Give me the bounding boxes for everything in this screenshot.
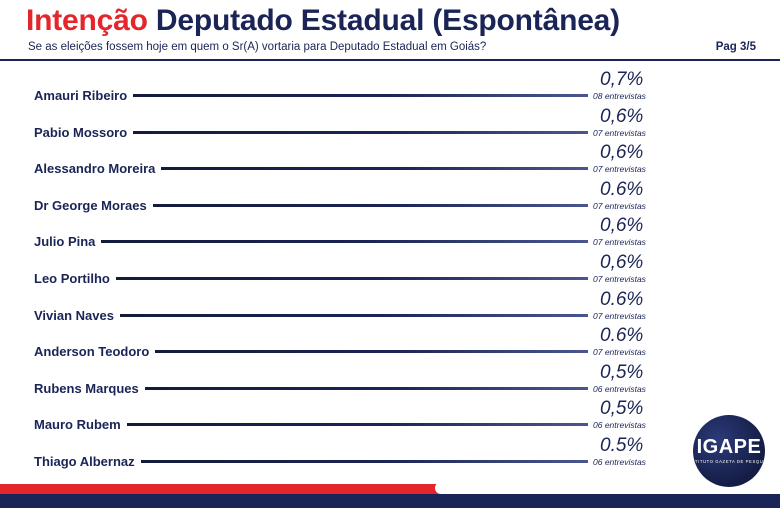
chart-row: Dr George Moraes 0.6% 07 entrevistas bbox=[0, 178, 780, 213]
leader-line bbox=[145, 386, 588, 390]
candidate-name: Alessandro Moreira bbox=[34, 162, 160, 177]
count-label: 07 entrevistas bbox=[593, 127, 646, 138]
candidate-name: Leo Portilho bbox=[34, 272, 114, 286]
value-label: 0.6% bbox=[600, 178, 644, 200]
value-label: 0,6% bbox=[600, 142, 644, 164]
chart-row: Rubens Marques 0,5% 06 entrevistas bbox=[0, 361, 780, 396]
leader-line bbox=[133, 130, 588, 134]
chart-row: Leo Portilho 0,6% 07 entrevistas bbox=[0, 252, 780, 286]
candidate-name: Vivian Naves bbox=[34, 308, 118, 323]
leader-line bbox=[116, 277, 588, 280]
value-label: 0.5% bbox=[600, 435, 644, 456]
value-label: 0.6% bbox=[600, 288, 644, 310]
candidate-name: Amauri Ribeiro bbox=[34, 89, 132, 103]
candidate-name: Anderson Teodoro bbox=[34, 345, 154, 360]
logo-text: IGAPE bbox=[696, 436, 762, 458]
count-label: 08 entrevistas bbox=[593, 91, 646, 101]
candidate-name: Mauro Rubem bbox=[34, 418, 125, 433]
count-label: 07 entrevistas bbox=[593, 274, 646, 284]
leader-line bbox=[141, 460, 588, 463]
title-part2: Deputado Estadual (Espontânea) bbox=[155, 4, 620, 37]
candidate-name: Dr George Moraes bbox=[34, 198, 151, 213]
chart-row: Mauro Rubem 0,5% 06 entrevistas bbox=[0, 398, 780, 433]
chart-row: Anderson Teodoro 0.6% 07 entrevistas bbox=[0, 325, 780, 360]
leader-line bbox=[133, 94, 588, 97]
title-part1: Intenção bbox=[26, 4, 148, 37]
igape-logo: IGAPE INSTITUTO GAZETA DE PESQUISA bbox=[686, 415, 771, 487]
candidate-name: Julio Pina bbox=[34, 235, 100, 250]
count-label: 07 entrevistas bbox=[593, 310, 646, 321]
count-label: 06 entrevistas bbox=[593, 457, 646, 467]
chart-title: Intenção Deputado Estadual (Espontânea) bbox=[26, 4, 620, 38]
chart-row: Vivian Naves 0.6% 07 entrevistas bbox=[0, 288, 780, 323]
leader-line bbox=[120, 313, 588, 317]
chart-row: Julio Pina 0,6% 07 entrevistas bbox=[0, 215, 780, 250]
footer-red-band bbox=[0, 484, 440, 494]
chart-subtitle: Se as eleições fossem hoje em quem o Sr(… bbox=[28, 41, 487, 53]
value-label: 0,7% bbox=[600, 69, 644, 90]
value-label: 0,5% bbox=[600, 361, 644, 383]
chart-row: Alessandro Moreira 0,6% 07 entrevistas bbox=[0, 142, 780, 177]
chart-row: Pabio Mossoro 0,6% 07 entrevistas bbox=[0, 105, 780, 140]
value-label: 0,6% bbox=[600, 105, 644, 127]
value-label: 0,5% bbox=[600, 398, 644, 420]
leader-line bbox=[161, 167, 588, 171]
page-number: Pag 3/5 bbox=[715, 41, 756, 53]
count-label: 06 entrevistas bbox=[593, 420, 646, 431]
chart-row: Thiago Albernaz 0.5% 06 entrevistas bbox=[0, 435, 780, 469]
logo-subtext: INSTITUTO GAZETA DE PESQUISA bbox=[686, 459, 772, 464]
leader-line bbox=[101, 240, 588, 244]
candidate-name: Rubens Marques bbox=[34, 381, 143, 396]
count-label: 07 entrevistas bbox=[593, 237, 646, 248]
count-label: 06 entrevistas bbox=[593, 383, 646, 394]
value-label: 0.6% bbox=[600, 325, 644, 347]
chart-row: Amauri Ribeiro 0,7% 08 entrevistas bbox=[0, 69, 780, 103]
value-label: 0,6% bbox=[600, 215, 644, 237]
leader-line bbox=[153, 203, 588, 207]
count-label: 07 entrevistas bbox=[593, 164, 646, 175]
leader-line bbox=[155, 350, 588, 354]
footer-navy-band bbox=[0, 494, 780, 508]
leader-line bbox=[127, 423, 588, 427]
footer-white-pill bbox=[435, 482, 491, 494]
header-divider bbox=[0, 59, 780, 61]
value-label: 0,6% bbox=[600, 252, 644, 273]
count-label: 07 entrevistas bbox=[593, 347, 646, 358]
candidate-name: Pabio Mossoro bbox=[34, 125, 132, 140]
count-label: 07 entrevistas bbox=[593, 200, 646, 211]
candidate-name: Thiago Albernaz bbox=[34, 455, 139, 469]
